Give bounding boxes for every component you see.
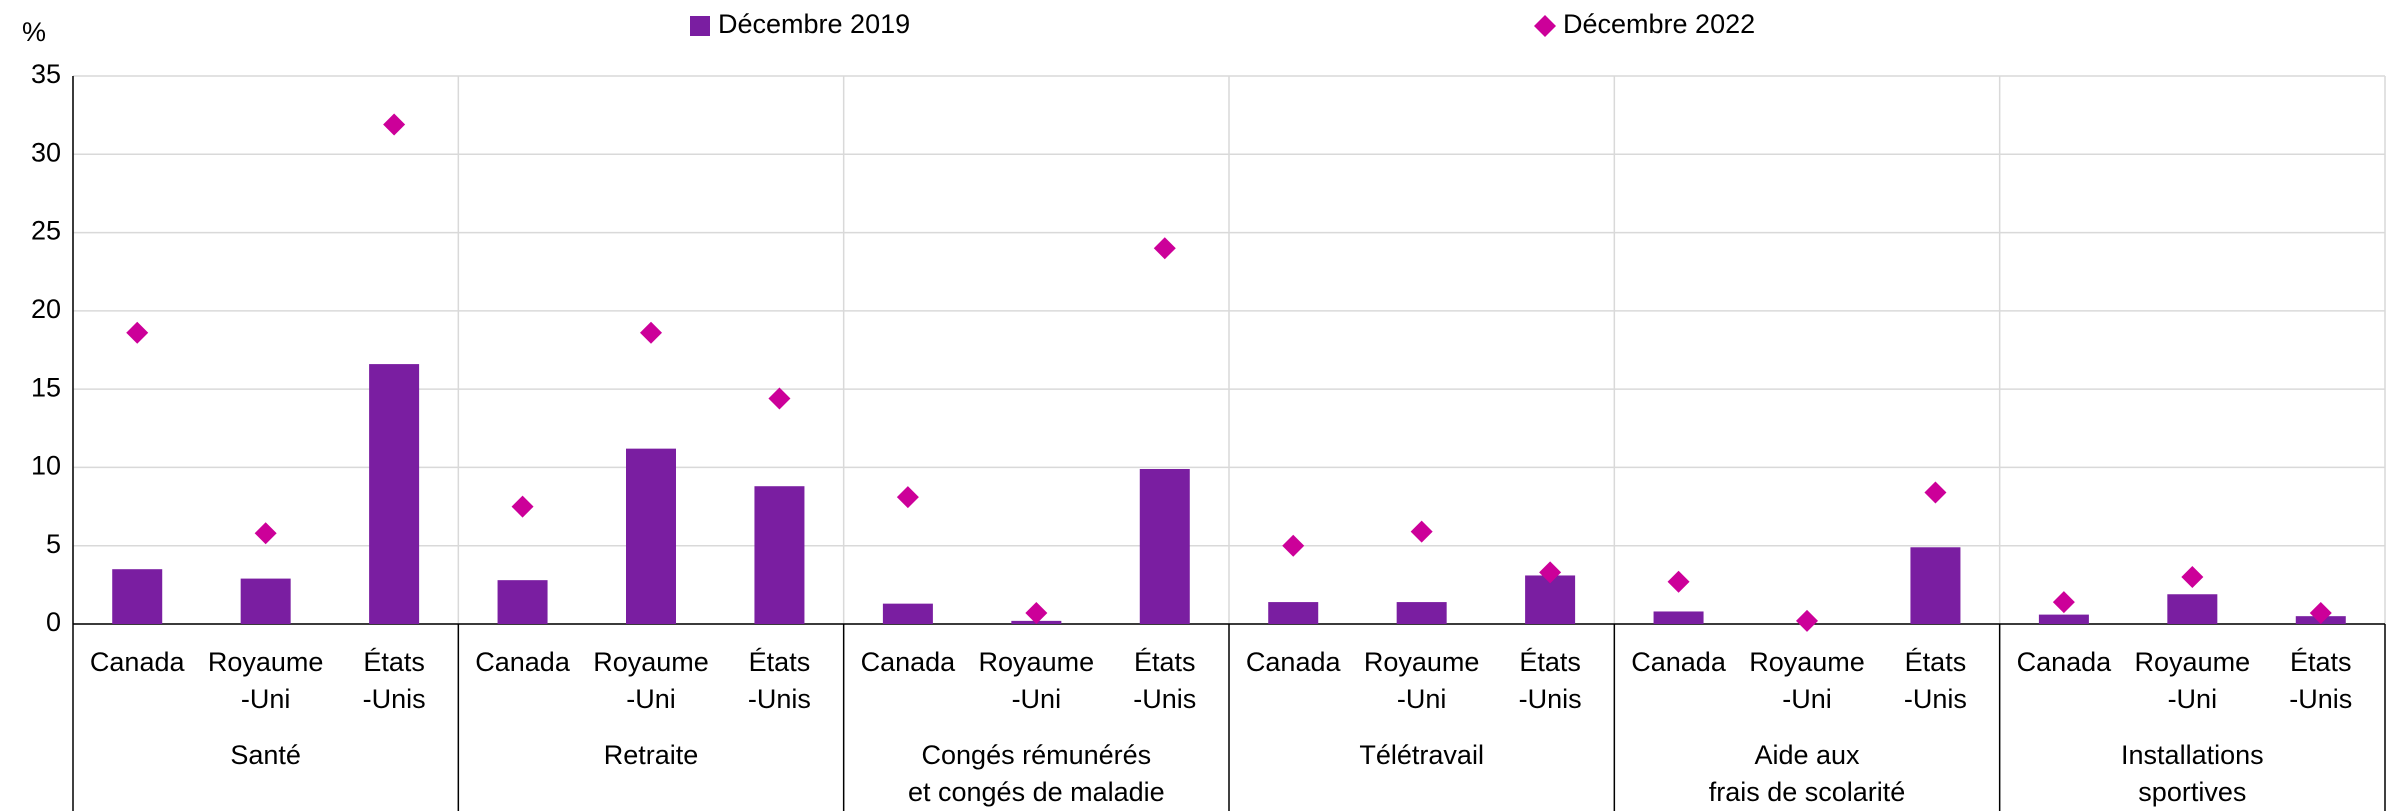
group-label: Retraite [604,740,699,770]
bar [112,569,163,624]
x-tick-label: Canada [861,647,957,677]
bar [1910,547,1961,624]
x-tick-label: Canada [2017,647,2113,677]
bar [1139,468,1190,624]
x-tick-label: États -Unis [1904,647,1967,714]
bar [369,364,420,624]
legend-label: Décembre 2022 [1563,9,1755,39]
y-axis-label: % [22,17,46,47]
x-tick-label: Royaume -Uni [208,647,324,714]
group-label: Installations sportives [2121,740,2264,807]
y-tick-label: 15 [31,372,61,402]
y-tick-label: 0 [46,607,61,637]
bar [497,580,548,624]
diamond-marker [126,321,149,344]
bar [626,448,676,624]
bar [754,486,805,624]
y-tick-label: 25 [31,216,61,246]
bar [1268,602,1319,624]
bar [2167,594,2218,624]
group-label: Congés rémunérés et congés de maladie [908,740,1165,807]
x-tick-label: États -Unis [363,647,426,714]
bar [1396,602,1447,624]
x-tick-label: Canada [1631,647,1727,677]
y-tick-label: 30 [31,137,61,167]
diamond-marker [2309,602,2332,625]
x-tick-label: Royaume -Uni [1364,647,1480,714]
x-tick-label: États -Unis [2289,647,2352,714]
diamond-marker [1667,570,1690,593]
bar [882,603,933,624]
group-label: Télétravail [1359,740,1484,770]
bar [2038,614,2089,624]
x-tick-label: Canada [90,647,186,677]
group-label: Aide aux frais de scolarité [1709,740,1906,807]
diamond-marker [1410,520,1433,543]
diamond-marker [1282,534,1305,557]
x-tick-label: Royaume -Uni [2135,647,2251,714]
diamond-marker [1539,561,1562,584]
diamond-marker [1924,481,1947,504]
bar [240,578,291,624]
x-tick-label: Royaume -Uni [979,647,1095,714]
x-tick-label: États -Unis [748,647,811,714]
diamond-marker [1025,602,1048,625]
y-tick-label: 20 [31,294,61,324]
diamond-marker [254,522,277,545]
diamond-marker [896,486,919,509]
bar [1653,611,1704,624]
diamond-marker [2181,566,2204,589]
diamond-marker [1796,609,1818,632]
diamond-marker [640,321,662,344]
group-label: Santé [230,740,301,770]
legend-label: Décembre 2019 [718,9,910,39]
x-tick-label: Royaume -Uni [593,647,709,714]
bar [1525,575,1576,624]
diamond-marker [1153,237,1176,260]
x-tick-label: États -Unis [1133,647,1196,714]
x-tick-label: Canada [475,647,571,677]
diamond-marker [511,495,534,518]
legend-swatch [690,16,710,36]
legend-swatch [1534,15,1556,37]
x-tick-label: Royaume -Uni [1749,647,1865,714]
x-tick-label: États -Unis [1519,647,1582,714]
y-tick-label: 10 [31,451,61,481]
diamond-marker [2052,591,2075,614]
x-tick-label: Canada [1246,647,1342,677]
diamond-marker [768,387,791,410]
y-tick-label: 5 [46,529,61,559]
y-tick-label: 35 [31,59,61,89]
diamond-marker [383,113,406,136]
